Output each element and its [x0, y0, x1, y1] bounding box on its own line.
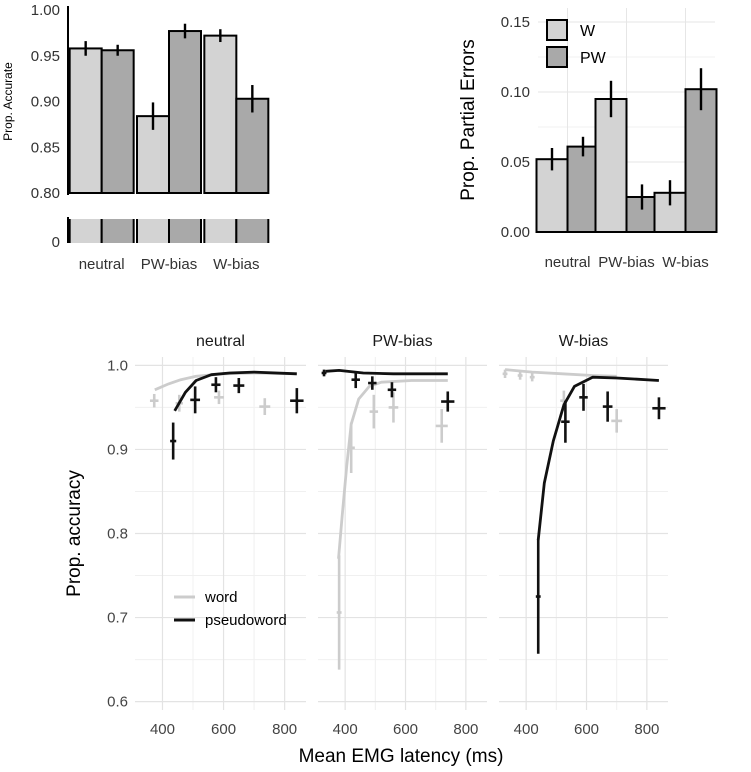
y-tick-label: 1.00	[31, 2, 60, 19]
y-tick-label: 1.0	[107, 357, 128, 374]
legend-label: W	[580, 23, 596, 40]
x-tick-label: 600	[393, 721, 418, 738]
bar	[684, 88, 718, 233]
bar-lower-segment	[236, 219, 269, 243]
y-tick-label: 0.6	[107, 694, 128, 711]
y-tick-label: 0.7	[107, 610, 128, 627]
series-line-pseudoword	[325, 369, 448, 376]
x-tick-label: W-bias	[662, 254, 708, 271]
series-line-pseudoword	[173, 370, 297, 412]
x-tick-label: neutral	[545, 254, 591, 271]
y-axis-label: Prop. accuracy	[64, 470, 85, 597]
y-tick-label: 0.9	[107, 441, 128, 458]
y-tick-label: 0.80	[31, 185, 60, 202]
y-tick-label: 0.95	[31, 48, 60, 65]
bar-lower-segment	[169, 219, 201, 243]
series-line-word	[154, 371, 297, 392]
x-tick-label: neutral	[79, 256, 125, 273]
legend-swatch	[546, 46, 568, 68]
y-axis-label: Prop. Accurate	[1, 62, 15, 141]
bar	[68, 47, 103, 195]
bar-lower-segment	[101, 219, 134, 243]
x-tick-label: 400	[514, 721, 539, 738]
bar-lower-segment	[69, 219, 102, 243]
x-tick-label: 600	[574, 721, 599, 738]
facet-panel-pw-bias: PW-bias 400 600 800	[318, 333, 487, 738]
bar	[235, 97, 270, 194]
y-tick-label: 0.90	[31, 94, 60, 111]
bar	[100, 49, 135, 195]
facet-title: neutral	[196, 333, 245, 350]
legend-label: pseudoword	[205, 612, 287, 629]
x-tick-label: 800	[453, 721, 478, 738]
x-axis-label: Mean EMG latency (ms)	[299, 746, 504, 767]
facet-panel-neutral: neutral 400 600 800	[135, 333, 306, 738]
bar	[168, 30, 202, 195]
chart-prop-accurate: 1.00 0.95 0.90 0.85 0.80 0 Prop. Accurate neutr…	[1, 2, 270, 273]
facet-title: PW-bias	[372, 333, 432, 350]
y-tick-label: 0.15	[501, 14, 530, 31]
bar-lower-segment	[137, 219, 169, 243]
x-tick-label: PW-bias	[141, 256, 197, 273]
x-tick-label: 400	[150, 721, 175, 738]
x-tick-label: 800	[634, 721, 659, 738]
chart-accuracy-by-latency: neutral 400 600 800 PW-bias 400 600 800 W-bias 40…	[64, 333, 668, 767]
legend-label: PW	[580, 50, 607, 67]
legend: W PW	[546, 19, 607, 68]
y-tick-label: 0.05	[501, 154, 530, 171]
chart-prop-partial-errors: 0.15 0.10 0.05 0.00 Prop. Partial Errors neut…	[458, 8, 718, 271]
series-line-word	[504, 368, 617, 378]
y-tick-label: 0	[52, 234, 60, 251]
y-tick-label: 0.10	[501, 84, 530, 101]
y-tick-label: 0.8	[107, 526, 128, 543]
x-tick-label: PW-bias	[598, 254, 654, 271]
legend: word pseudoword	[174, 589, 287, 629]
legend-label: word	[204, 589, 238, 606]
y-tick-label: 0.00	[501, 224, 530, 241]
x-tick-label: W-bias	[213, 256, 259, 273]
bar-lower-segment	[204, 219, 237, 243]
facet-panel-w-bias: W-bias 400 600 800	[499, 333, 668, 738]
y-tick-label: 0.85	[31, 139, 60, 156]
x-tick-label: 800	[272, 721, 297, 738]
series-line-word	[337, 379, 448, 559]
y-axis-label: Prop. Partial Errors	[458, 39, 479, 201]
x-tick-label: 400	[333, 721, 358, 738]
legend-swatch	[546, 19, 568, 41]
facet-title: W-bias	[559, 333, 609, 350]
bar	[594, 98, 628, 233]
bar	[566, 145, 600, 234]
bar	[203, 34, 238, 195]
x-tick-label: 600	[211, 721, 236, 738]
series-line-pseudoword	[536, 375, 659, 541]
